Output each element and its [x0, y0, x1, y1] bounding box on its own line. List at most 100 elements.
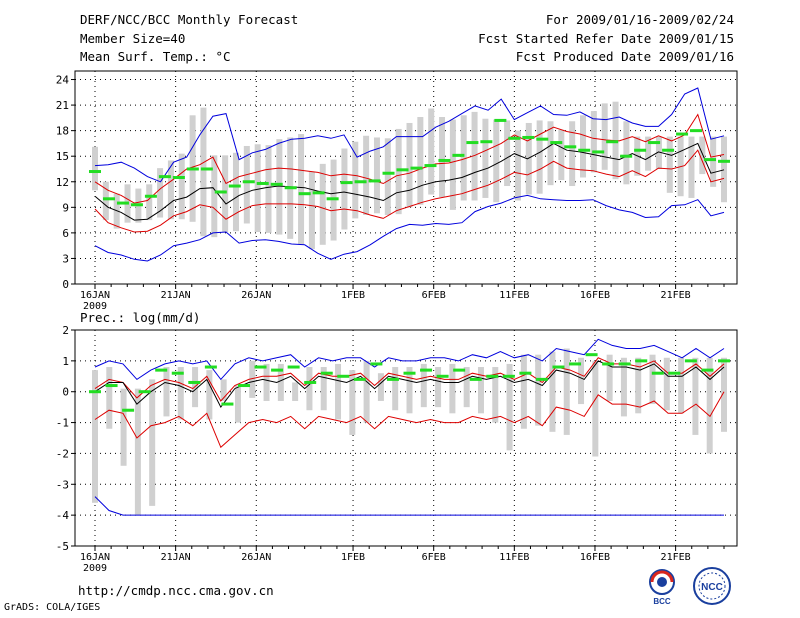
- x-tick-label: 6FEB: [422, 290, 446, 301]
- spread-box: [514, 130, 521, 201]
- median-mark: [254, 365, 267, 369]
- y-tick-label: 18: [56, 125, 69, 138]
- y-tick-label: -4: [56, 509, 70, 522]
- median-mark: [494, 118, 507, 122]
- y-tick-label: -3: [56, 478, 69, 491]
- spread-box: [563, 348, 570, 435]
- spread-box: [263, 363, 270, 401]
- spread-box: [120, 388, 127, 466]
- spread-box: [406, 367, 413, 414]
- spread-box: [449, 119, 456, 210]
- spread-box: [463, 367, 470, 408]
- spread-box: [206, 370, 213, 420]
- x-tick-label: 11FEB: [499, 552, 529, 563]
- source-url[interactable]: http://cmdp.ncc.cma.gov.cn: [78, 583, 274, 598]
- median-mark: [298, 192, 311, 196]
- median-mark: [396, 168, 409, 172]
- median-mark: [320, 371, 333, 375]
- spread-box: [435, 367, 442, 408]
- spread-box: [417, 117, 424, 205]
- chart-title: DERF/NCC/BCC Monthly Forecast: [80, 12, 299, 27]
- spread-box: [319, 163, 326, 245]
- spread-box: [655, 136, 662, 169]
- spread-box: [222, 155, 229, 233]
- spread-box: [102, 181, 109, 221]
- median-mark: [651, 371, 664, 375]
- spread-box: [320, 367, 327, 411]
- median-mark: [403, 371, 416, 375]
- median-mark: [340, 181, 353, 185]
- variable-label: Mean Surf. Temp.: °C: [80, 49, 231, 64]
- median-mark: [662, 148, 675, 152]
- spread-box: [92, 146, 98, 191]
- mean-line: [94, 360, 725, 409]
- x-tick-label: 26JAN: [241, 290, 271, 301]
- spread-box: [666, 136, 673, 193]
- x-tick-label: 21JAN: [161, 290, 191, 301]
- median-mark: [368, 179, 381, 183]
- spread-box: [601, 103, 608, 170]
- median-mark: [536, 137, 549, 141]
- ncc-logo: NCC: [693, 567, 731, 605]
- median-mark: [569, 362, 582, 366]
- spread-box: [580, 115, 587, 178]
- spread-box: [721, 357, 727, 432]
- median-mark: [337, 374, 350, 378]
- spread-box: [428, 108, 435, 195]
- median-mark: [312, 191, 325, 195]
- spread-box: [306, 367, 313, 411]
- chart-panel-2: -5 -4 -3 -2 -1 0 1 2 16JAN 21JAN 26JAN 1FEB 6FEB 11FE…: [56, 310, 738, 574]
- spread-box: [558, 129, 565, 181]
- spread-box: [482, 118, 489, 198]
- upper-sd-line: [94, 113, 725, 204]
- spread-box: [535, 354, 542, 426]
- spread-box: [392, 367, 399, 411]
- x-year-label: 2009: [83, 301, 107, 312]
- spread-box: [578, 357, 585, 405]
- spread-box: [265, 145, 272, 233]
- spread-box: [649, 354, 656, 405]
- median-mark: [155, 368, 168, 372]
- panel-title: Prec.: log(mm/d): [80, 310, 200, 325]
- median-mark: [648, 141, 661, 145]
- mean-line: [94, 142, 725, 221]
- x-tick-label: 21FEB: [661, 552, 691, 563]
- median-mark: [535, 377, 548, 381]
- spread-box: [363, 360, 370, 423]
- spread-box: [243, 145, 250, 224]
- spread-box: [352, 141, 359, 219]
- median-mark: [550, 141, 563, 145]
- median-mark: [172, 176, 185, 179]
- median-mark: [89, 390, 101, 394]
- median-mark: [519, 371, 532, 375]
- spread-box: [692, 357, 699, 435]
- spread-box: [341, 148, 348, 230]
- plot-frame: [74, 329, 738, 547]
- median-mark: [116, 201, 129, 205]
- x-tick-label: 16JAN: [80, 552, 110, 563]
- median-mark: [452, 153, 465, 157]
- y-tick-label: -5: [56, 540, 69, 553]
- spread-box: [520, 354, 527, 429]
- median-mark: [704, 158, 717, 162]
- spread-box: [277, 363, 284, 401]
- spread-box: [645, 136, 652, 171]
- median-mark: [618, 362, 631, 366]
- spread-box: [167, 160, 174, 220]
- median-mark: [578, 148, 591, 152]
- min-line: [94, 496, 724, 516]
- y-tick-label: 0: [62, 386, 69, 399]
- x-tick-label: 16JAN: [80, 290, 110, 301]
- spread-box: [525, 122, 532, 195]
- x-tick-label: 21JAN: [161, 552, 191, 563]
- y-tick-label: 12: [56, 176, 69, 189]
- median-mark: [469, 377, 482, 381]
- x-tick-label: 11FEB: [499, 290, 529, 301]
- x-tick-label: 16FEB: [580, 552, 610, 563]
- spread-box: [395, 128, 402, 215]
- y-tick-label: 0: [62, 278, 69, 291]
- median-mark: [221, 402, 234, 406]
- spread-box: [471, 111, 478, 201]
- median-mark: [424, 164, 437, 168]
- median-mark: [186, 167, 199, 171]
